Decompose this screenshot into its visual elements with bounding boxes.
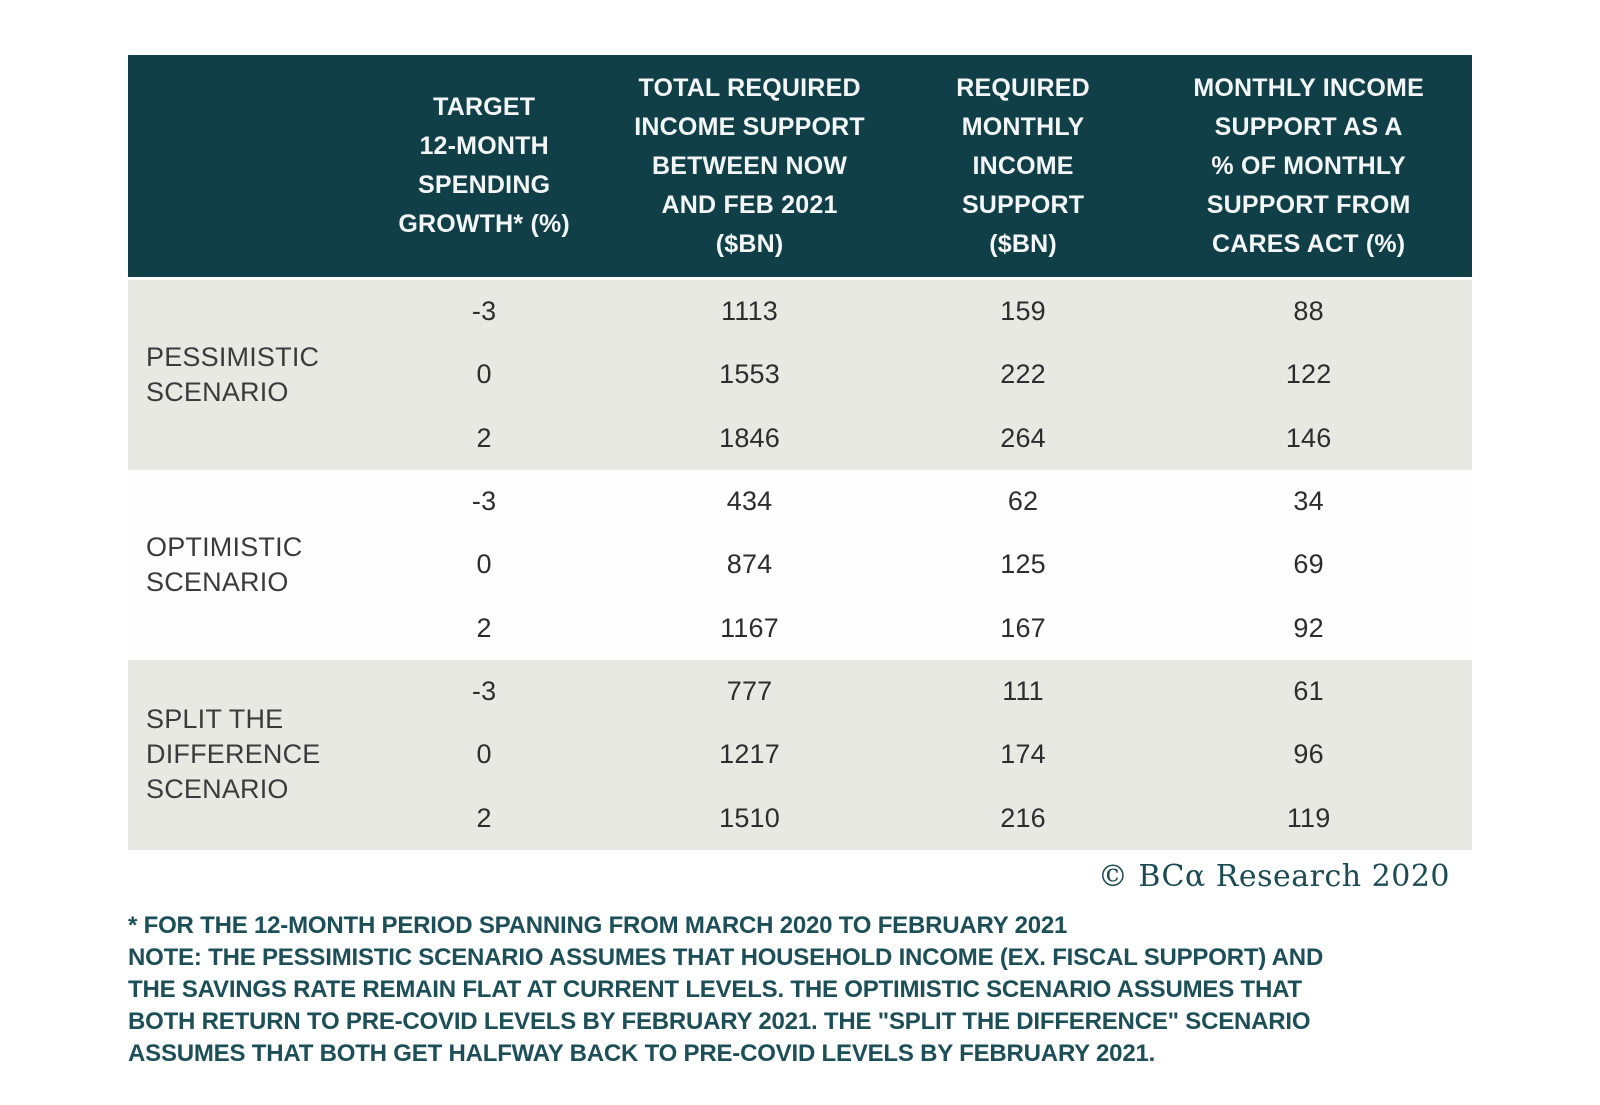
value-cell: 119 [1286, 802, 1331, 833]
scenario-band: SPLIT THE DIFFERENCE SCENARIO -3 777 111 61 0… [128, 660, 1472, 850]
value-cell: 125 [1000, 549, 1046, 580]
value-cell: 1510 [719, 802, 780, 833]
footnote-line: NOTE: THE PESSIMISTIC SCENARIO ASSUMES T… [128, 944, 1324, 971]
value-cell: 777 [726, 676, 773, 707]
value-cell: 2 [476, 612, 492, 643]
scenario-label: SPLIT THE DIFFERENCE SCENARIO [146, 704, 321, 805]
footnote-line: BOTH RETURN TO PRE-COVID LEVELS BY FEBRU… [128, 1008, 1311, 1035]
value-cell: 111 [1002, 676, 1044, 707]
value-cell: 222 [1000, 359, 1046, 390]
value-cell: 0 [476, 739, 492, 770]
column-header-total-required-income-support: TOTAL REQUIRED INCOME SUPPORT BETWEEN NO… [634, 73, 865, 258]
value-cell: 146 [1285, 422, 1332, 453]
table-header-row: TARGET 12-MONTH SPENDING GROWTH* (%) TOT… [128, 55, 1472, 280]
scenario-band: PESSIMISTIC SCENARIO -3 1113 159 88 0 1553 222 1… [128, 280, 1472, 470]
scenario-table-figure: TARGET 12-MONTH SPENDING GROWTH* (%) TOT… [128, 55, 1472, 1070]
value-cell: 1846 [719, 422, 780, 453]
scenario-band: OPTIMISTIC SCENARIO -3 434 62 34 0 874 125 69 2 11… [128, 470, 1472, 660]
value-cell: 0 [476, 549, 492, 580]
value-cell: 69 [1293, 549, 1324, 580]
copyright-line: © BCα Research 2020 [1097, 859, 1450, 894]
scenario-label: OPTIMISTIC SCENARIO [146, 531, 303, 597]
value-cell: 174 [1000, 739, 1046, 770]
value-cell: 216 [1000, 802, 1046, 833]
value-cell: 2 [476, 802, 492, 833]
value-cell: 2 [476, 422, 492, 453]
footnote-block: * FOR THE 12-MONTH PERIOD SPANNING FROM … [128, 910, 1472, 1070]
scenario-label: PESSIMISTIC SCENARIO [146, 341, 320, 407]
value-cell: 122 [1285, 359, 1332, 390]
value-cell: 1217 [719, 739, 780, 770]
value-cell: -3 [471, 676, 497, 707]
value-cell: 159 [1000, 296, 1046, 327]
value-cell: 61 [1293, 676, 1324, 707]
column-header-monthly-support-pct-cares-act: MONTHLY INCOME SUPPORT AS A % OF MONTHLY… [1193, 73, 1424, 258]
footnote-line: ASSUMES THAT BOTH GET HALFWAY BACK TO PR… [128, 1040, 1156, 1067]
value-cell: 96 [1293, 739, 1324, 770]
value-cell: -3 [471, 486, 497, 517]
value-cell: 264 [1000, 422, 1046, 453]
footnote-line: THE SAVINGS RATE REMAIN FLAT AT CURRENT … [128, 976, 1302, 1003]
value-cell: 92 [1293, 612, 1324, 643]
footnote-line: * FOR THE 12-MONTH PERIOD SPANNING FROM … [128, 912, 1068, 939]
value-cell: 1553 [719, 359, 780, 390]
value-cell: -3 [471, 296, 497, 327]
value-cell: 1113 [721, 296, 778, 327]
value-cell: 434 [726, 486, 773, 517]
column-header-required-monthly-income-support: REQUIRED MONTHLY INCOME SUPPORT ($BN) [956, 73, 1090, 258]
value-cell: 34 [1293, 486, 1324, 517]
value-cell: 0 [476, 359, 492, 390]
value-cell: 1167 [720, 612, 779, 643]
table-body: PESSIMISTIC SCENARIO -3 1113 159 88 0 1553 222 1… [128, 280, 1472, 850]
column-header-target-spending-growth: TARGET 12-MONTH SPENDING GROWTH* (%) [398, 93, 570, 238]
value-cell: 62 [1007, 486, 1039, 517]
value-cell: 167 [1000, 612, 1046, 643]
value-cell: 874 [726, 549, 773, 580]
value-cell: 88 [1293, 296, 1324, 327]
